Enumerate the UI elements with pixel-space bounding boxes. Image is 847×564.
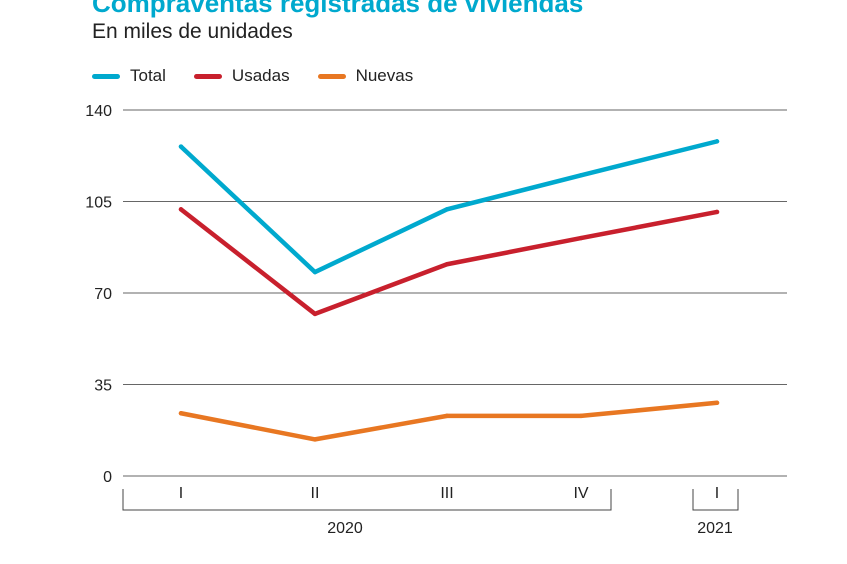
data-point-usadas xyxy=(578,235,584,241)
year-bracket xyxy=(692,489,739,511)
legend-swatch xyxy=(193,73,222,79)
series-line-usadas xyxy=(178,207,720,317)
data-point-usadas xyxy=(714,209,720,215)
legend-label: Total xyxy=(130,66,166,85)
data-point-nuevas xyxy=(312,437,318,442)
y-tick-label: 0 xyxy=(103,469,112,486)
legend-item-usadas: Usadas xyxy=(193,66,290,86)
x-tick-label: IV xyxy=(573,485,588,502)
legend-label: Usadas xyxy=(231,66,290,85)
legend: Total Usadas Nuevas xyxy=(92,66,441,86)
data-point-usadas xyxy=(178,207,184,212)
data-point-total xyxy=(714,139,720,144)
series-line-total xyxy=(178,139,720,275)
data-point-usadas xyxy=(312,311,318,317)
x-tick-label: II xyxy=(311,485,320,502)
y-tick-label: 140 xyxy=(85,103,112,120)
gridlines xyxy=(123,109,787,477)
data-point-nuevas xyxy=(178,411,184,416)
data-point-total xyxy=(312,269,318,275)
year-label: 2021 xyxy=(697,520,733,537)
legend-swatch xyxy=(92,73,120,79)
y-axis-labels: 0 35 70 105 140 xyxy=(85,103,112,486)
y-tick-label: 105 xyxy=(85,195,112,212)
data-point-total xyxy=(178,144,184,149)
legend-label: Nuevas xyxy=(355,66,414,85)
data-point-total xyxy=(444,207,450,212)
year-label: 2020 xyxy=(327,520,363,537)
series-lines xyxy=(178,139,720,442)
data-point-nuevas xyxy=(714,400,720,405)
series-line-nuevas xyxy=(178,400,720,442)
data-point-total xyxy=(578,173,584,178)
y-tick-label: 35 xyxy=(94,378,112,395)
y-tick-label: 70 xyxy=(94,286,112,303)
x-tick-label: III xyxy=(440,485,453,502)
data-point-nuevas xyxy=(444,413,450,419)
data-point-nuevas xyxy=(578,413,584,419)
x-tick-label: I xyxy=(179,485,183,502)
legend-swatch xyxy=(317,73,346,79)
legend-item-total: Total xyxy=(92,66,166,86)
year-bracket xyxy=(122,489,612,511)
chart-title: Compraventas registradas de viviendas xyxy=(92,0,584,18)
x-tick-label: I xyxy=(715,485,719,502)
data-point-usadas xyxy=(444,262,450,267)
legend-item-nuevas: Nuevas xyxy=(317,66,414,86)
chart-subtitle: En miles de unidades xyxy=(92,20,293,43)
